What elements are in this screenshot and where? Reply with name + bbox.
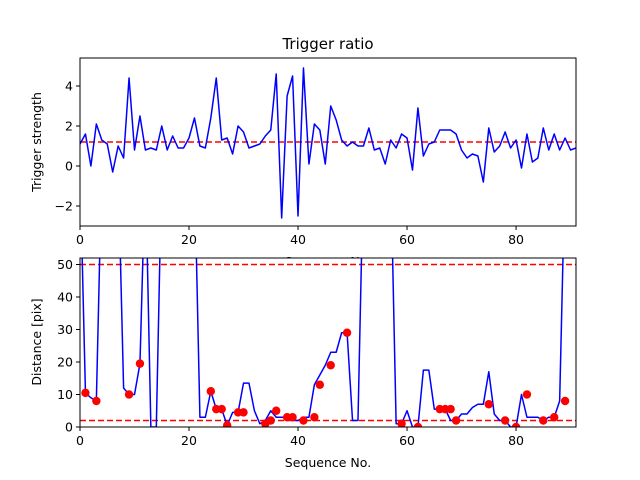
bottom-marker-point xyxy=(413,422,423,427)
bottom-marker-point xyxy=(239,408,248,417)
bottom-marker-point xyxy=(539,416,548,425)
top-y-tick-label: 0 xyxy=(65,159,73,174)
bottom-marker-point xyxy=(266,416,275,425)
bottom-marker-point xyxy=(81,388,90,398)
bottom-marker-point xyxy=(397,419,406,427)
bottom-y-tick-label: 30 xyxy=(57,322,73,337)
bottom-marker-point xyxy=(135,359,145,368)
bottom-marker-point xyxy=(484,400,493,409)
bottom-marker-point xyxy=(500,416,510,425)
bottom-marker-point xyxy=(124,390,134,399)
top-axes-frame xyxy=(79,57,577,227)
bottom-x-tick-label: 40 xyxy=(290,433,306,448)
bottom-marker-point xyxy=(342,328,352,337)
bottom-marker-point xyxy=(446,404,455,414)
top-x-tick-label: 40 xyxy=(290,232,306,247)
bottom-marker-point xyxy=(310,413,319,422)
bottom-y-axis-label: Distance [pix] xyxy=(29,298,44,385)
bottom-plot-area xyxy=(80,258,576,427)
bottom-marker-point xyxy=(315,380,325,389)
bottom-marker-point xyxy=(206,387,216,396)
top-y-axis-label: Trigger strength xyxy=(29,92,44,193)
top-x-tick-label: 0 xyxy=(76,232,84,247)
bottom-panel: 0 20 40 60 80 0 10 20 30 40 50 Distance [pix] Sequ… xyxy=(29,257,577,470)
bottom-marker-point xyxy=(217,404,226,414)
bottom-y-tick-label: 40 xyxy=(57,290,73,305)
bottom-y-tick-label: 20 xyxy=(57,355,73,370)
bottom-x-axis-label: Sequence No. xyxy=(285,455,371,470)
bottom-x-tick-label: 0 xyxy=(76,433,84,448)
bottom-y-tick-label: 50 xyxy=(57,257,73,272)
top-panel: Trigger ratio 0 20 40 60 80 −2 0 2 4 Trigger str… xyxy=(29,35,577,269)
bottom-marker-point xyxy=(288,413,297,422)
bottom-series-line xyxy=(81,258,564,427)
bottom-y-tick-label: 0 xyxy=(65,420,73,435)
top-x-tick-label: 20 xyxy=(181,232,197,247)
bottom-marker-point xyxy=(451,416,461,425)
bottom-x-tick-label: 60 xyxy=(399,433,415,448)
top-series-line xyxy=(80,67,576,219)
bottom-marker-point xyxy=(299,416,308,425)
top-title: Trigger ratio xyxy=(281,35,373,53)
top-y-tick-label: 2 xyxy=(65,119,73,134)
bottom-marker-point xyxy=(522,390,532,399)
bottom-marker-point xyxy=(511,422,521,427)
bottom-marker-point xyxy=(92,396,101,406)
bottom-marker-point xyxy=(326,361,335,370)
bottom-y-tick-label: 10 xyxy=(57,387,73,402)
top-x-tick-label: 80 xyxy=(508,232,524,247)
bottom-axes-frame xyxy=(79,257,577,428)
top-y-tick-label: −2 xyxy=(55,199,73,214)
bottom-x-tick-label: 80 xyxy=(508,433,524,448)
bottom-marker-point xyxy=(272,406,281,415)
bottom-marker-point xyxy=(222,421,232,427)
top-x-tick-label: 60 xyxy=(399,232,415,247)
bottom-marker-point xyxy=(560,396,570,406)
bottom-x-tick-label: 20 xyxy=(181,433,197,448)
top-y-tick-label: 4 xyxy=(65,79,73,94)
bottom-marker-point xyxy=(549,413,559,422)
